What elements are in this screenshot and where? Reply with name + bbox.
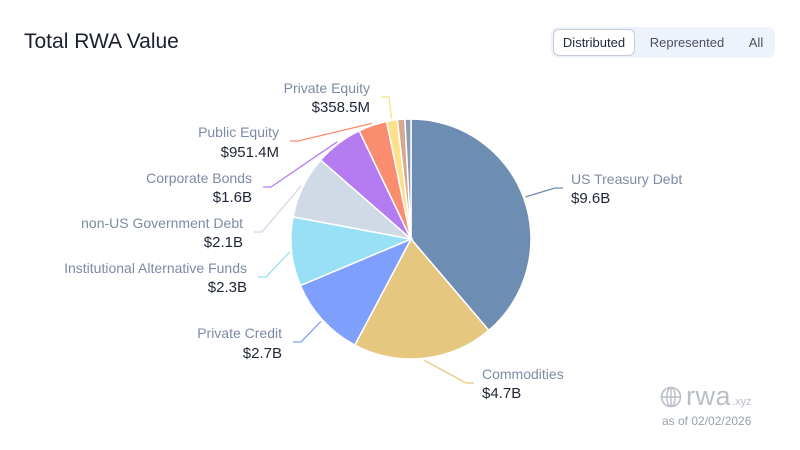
leader-line-us-treasury-debt: [525, 187, 563, 198]
pie-slice-commodities[interactable]: [353, 237, 490, 360]
label-value-corporate-bonds: $1.6B: [213, 189, 252, 206]
brand-tld: .xyz: [732, 395, 752, 408]
globe-icon: [660, 386, 682, 407]
label-value-private-equity: $358.5M: [312, 99, 370, 116]
pie-slices: [290, 118, 532, 360]
leader-line-private-credit: [293, 320, 322, 343]
toggle-represented-button[interactable]: Represented: [649, 35, 725, 50]
leader-line-commodities: [423, 359, 474, 384]
label-name-private-equity: Private Equity: [284, 80, 370, 96]
view-toggle: Distributed Represented All: [551, 27, 775, 58]
toggle-all-button[interactable]: All: [748, 35, 764, 50]
pie-slice-private-credit[interactable]: [299, 237, 413, 347]
label-name-non-us-government-debt: non-US Government Debt: [81, 215, 243, 231]
label-name-us-treasury-debt: US Treasury Debt: [571, 171, 682, 187]
leader-line-private-equity: [381, 96, 393, 119]
chart-title: Total RWA Value: [24, 30, 179, 53]
pie-labels: US Treasury Debt $9.6B Commodities $4.7B Pri…: [64, 80, 682, 402]
as-of-date: as of 02/02/2026: [662, 414, 752, 428]
leader-line-non-us-government-debt: [254, 185, 302, 233]
pie-slice-us-treasury-debt[interactable]: [410, 118, 532, 332]
label-name-public-equity: Public Equity: [198, 124, 279, 140]
label-name-commodities: Commodities: [482, 366, 564, 382]
label-name-corporate-bonds: Corporate Bonds: [146, 170, 252, 186]
label-value-non-us-government-debt: $2.1B: [204, 234, 243, 251]
toggle-distributed-button[interactable]: Distributed: [553, 29, 635, 56]
label-name-institutional-alternative-funds: Institutional Alternative Funds: [64, 260, 247, 276]
leader-line-institutional-alternative-funds: [258, 251, 291, 278]
label-value-institutional-alternative-funds: $2.3B: [208, 279, 247, 296]
pie-slice-other-9[interactable]: [404, 118, 412, 240]
label-value-us-treasury-debt: $9.6B: [571, 190, 610, 207]
leader-line-corporate-bonds: [263, 141, 338, 188]
label-value-private-credit: $2.7B: [243, 345, 282, 362]
label-name-private-credit: Private Credit: [197, 325, 282, 341]
rwa-watermark: rwa .xyz: [660, 381, 752, 412]
label-value-commodities: $4.7B: [482, 385, 521, 402]
label-value-public-equity: $951.4M: [221, 144, 279, 161]
brand-name: rwa: [686, 381, 732, 411]
leader-line-public-equity: [290, 122, 373, 142]
